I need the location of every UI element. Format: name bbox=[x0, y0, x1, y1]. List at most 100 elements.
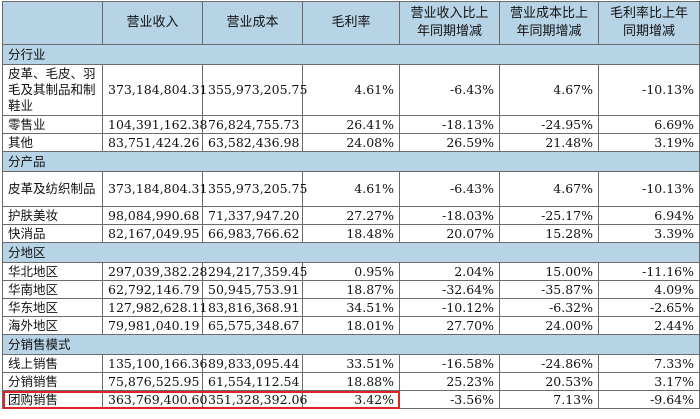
cell-revenue: 104,391,162.38 bbox=[102, 115, 207, 134]
cell-revenue-change: -10.12% bbox=[399, 298, 500, 317]
table-row-highlighted: 团购销售 363,769,400.60 351,328,392.06 3.42%… bbox=[2, 390, 700, 409]
financial-table: 营业收入 营业成本 毛利率 营业收入比上年同期增减 营业成本比上年同期增减 毛利… bbox=[2, 1, 700, 409]
row-label: 皮革、毛皮、羽毛及其制品和制鞋业 bbox=[2, 64, 103, 116]
cell-cost: 50,945,753.91 bbox=[202, 280, 303, 299]
row-label: 华南地区 bbox=[2, 280, 103, 299]
cell-revenue: 79,981,040.19 bbox=[102, 316, 203, 335]
cell-revenue: 98,084,990.68 bbox=[102, 206, 203, 225]
cell-cost-change: -6.32% bbox=[499, 298, 599, 317]
cell-gross-margin: 27.27% bbox=[302, 206, 400, 225]
cell-revenue-change: 20.07% bbox=[399, 224, 500, 243]
cell-cost-change: 4.67% bbox=[499, 171, 599, 207]
cell-cost-change: 7.13% bbox=[499, 390, 599, 409]
cell-revenue: 75,876,525.95 bbox=[102, 372, 203, 391]
section-title: 分销售模式 bbox=[2, 334, 700, 355]
row-label: 皮革及纺织制品 bbox=[2, 171, 103, 207]
cell-revenue-change: 25.23% bbox=[399, 372, 500, 391]
table-row: 快消品 82,167,049.95 66,983,766.62 18.48% 2… bbox=[2, 224, 700, 243]
cell-margin-change: 4.09% bbox=[598, 280, 700, 299]
cell-revenue: 127,982,628.11 bbox=[102, 298, 207, 317]
section-title: 分地区 bbox=[2, 242, 700, 263]
cell-margin-change: 6.69% bbox=[598, 115, 700, 134]
cell-cost: 355,973,205.75 bbox=[202, 64, 307, 116]
section-row: 分产品 bbox=[2, 151, 700, 172]
cell-cost: 355,973,205.75 bbox=[202, 171, 307, 207]
table-row: 皮革及纺织制品 373,184,804.31 355,973,205.75 4.… bbox=[2, 171, 700, 207]
cell-margin-change: 6.94% bbox=[598, 206, 700, 225]
row-label: 华东地区 bbox=[2, 298, 103, 317]
cell-revenue-change: -3.56% bbox=[399, 390, 500, 409]
row-label: 华北地区 bbox=[2, 262, 103, 281]
cell-margin-change: -10.13% bbox=[598, 171, 700, 207]
cell-gross-margin: 18.01% bbox=[302, 316, 400, 335]
cell-cost-change: 24.00% bbox=[499, 316, 599, 335]
cell-margin-change: 3.19% bbox=[598, 133, 700, 152]
cell-cost-change: -35.87% bbox=[499, 280, 599, 299]
cell-gross-margin: 24.08% bbox=[302, 133, 400, 152]
row-label: 线上销售 bbox=[2, 354, 103, 373]
row-label: 海外地区 bbox=[2, 316, 103, 335]
cell-revenue-change: -6.43% bbox=[399, 171, 500, 207]
table-row: 华东地区 127,982,628.11 83,816,368.91 34.51%… bbox=[2, 298, 700, 317]
cell-margin-change: -9.64% bbox=[598, 390, 700, 409]
cell-revenue-change: 2.04% bbox=[399, 262, 500, 281]
section-row: 分地区 bbox=[2, 242, 700, 263]
cell-cost: 83,816,368.91 bbox=[202, 298, 303, 317]
cell-revenue-change: -18.03% bbox=[399, 206, 500, 225]
cell-cost-change: 4.67% bbox=[499, 64, 599, 116]
cell-cost-change: -25.17% bbox=[499, 206, 599, 225]
section-title: 分产品 bbox=[2, 151, 700, 172]
cell-gross-margin: 0.95% bbox=[302, 262, 400, 281]
cell-cost: 76,824,755.73 bbox=[202, 115, 303, 134]
cell-revenue-change: -32.64% bbox=[399, 280, 500, 299]
header-cell-revenue-change: 营业收入比上年同期增减 bbox=[399, 1, 500, 45]
cell-revenue-change: 27.70% bbox=[399, 316, 500, 335]
table-row: 华北地区 297,039,382.28 294,217,359.45 0.95%… bbox=[2, 262, 700, 281]
cell-revenue: 82,167,049.95 bbox=[102, 224, 203, 243]
cell-margin-change: -11.16% bbox=[598, 262, 700, 281]
cell-cost-change: -24.86% bbox=[499, 354, 599, 373]
cell-revenue-change: -6.43% bbox=[399, 64, 500, 116]
header-cell-revenue: 营业收入 bbox=[102, 1, 203, 45]
header-cell-margin-change: 毛利率比上年同期增减 bbox=[598, 1, 700, 45]
cell-gross-margin: 3.42% bbox=[302, 390, 400, 409]
row-label: 零售业 bbox=[2, 115, 103, 134]
cell-cost: 63,582,436.98 bbox=[202, 133, 303, 152]
header-cell-gross-margin: 毛利率 bbox=[302, 1, 400, 45]
header-cell-cost: 营业成本 bbox=[202, 1, 303, 45]
cell-margin-change: 2.44% bbox=[598, 316, 700, 335]
cell-cost-change: 21.48% bbox=[499, 133, 599, 152]
cell-gross-margin: 18.48% bbox=[302, 224, 400, 243]
cell-cost: 71,337,947.20 bbox=[202, 206, 303, 225]
cell-revenue: 135,100,166.36 bbox=[102, 354, 207, 373]
cell-cost-change: 15.28% bbox=[499, 224, 599, 243]
cell-revenue-change: -18.13% bbox=[399, 115, 500, 134]
cell-cost: 65,575,348.67 bbox=[202, 316, 303, 335]
cell-gross-margin: 18.87% bbox=[302, 280, 400, 299]
table-row: 其他 83,751,424.26 63,582,436.98 24.08% 26… bbox=[2, 133, 700, 152]
table-row: 海外地区 79,981,040.19 65,575,348.67 18.01% … bbox=[2, 316, 700, 335]
cell-gross-margin: 34.51% bbox=[302, 298, 400, 317]
table-row: 皮革、毛皮、羽毛及其制品和制鞋业 373,184,804.31 355,973,… bbox=[2, 64, 700, 116]
section-row: 分行业 bbox=[2, 44, 700, 65]
header-cell-cost-change: 营业成本比上年同期增减 bbox=[499, 1, 599, 45]
row-label: 护肤美妆 bbox=[2, 206, 103, 225]
cell-gross-margin: 18.88% bbox=[302, 372, 400, 391]
cell-revenue-change: -16.58% bbox=[399, 354, 500, 373]
header-cell-label bbox=[2, 1, 103, 45]
cell-gross-margin: 4.61% bbox=[302, 171, 400, 207]
cell-revenue: 363,769,400.60 bbox=[102, 390, 207, 409]
cell-margin-change: 3.39% bbox=[598, 224, 700, 243]
table-row: 护肤美妆 98,084,990.68 71,337,947.20 27.27% … bbox=[2, 206, 700, 225]
cell-cost-change: 20.53% bbox=[499, 372, 599, 391]
cell-gross-margin: 26.41% bbox=[302, 115, 400, 134]
cell-gross-margin: 33.51% bbox=[302, 354, 400, 373]
section-title: 分行业 bbox=[2, 44, 700, 65]
row-label: 分销销售 bbox=[2, 372, 103, 391]
cell-margin-change: -10.13% bbox=[598, 64, 700, 116]
table-row: 线上销售 135,100,166.36 89,833,095.44 33.51%… bbox=[2, 354, 700, 373]
cell-cost-change: 15.00% bbox=[499, 262, 599, 281]
cell-revenue: 83,751,424.26 bbox=[102, 133, 203, 152]
cell-cost: 351,328,392.06 bbox=[202, 390, 307, 409]
cell-cost-change: -24.95% bbox=[499, 115, 599, 134]
